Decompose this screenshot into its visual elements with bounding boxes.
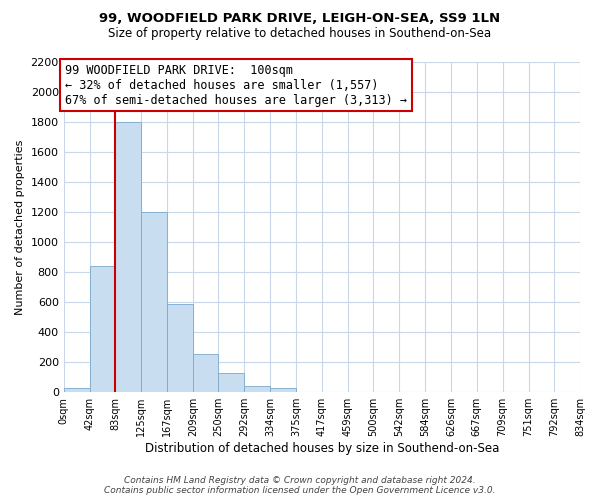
Bar — [141, 212, 167, 392]
X-axis label: Distribution of detached houses by size in Southend-on-Sea: Distribution of detached houses by size … — [145, 442, 499, 455]
Text: Contains HM Land Registry data © Crown copyright and database right 2024.
Contai: Contains HM Land Registry data © Crown c… — [104, 476, 496, 495]
Bar — [218, 374, 244, 392]
Text: Size of property relative to detached houses in Southend-on-Sea: Size of property relative to detached ho… — [109, 28, 491, 40]
Bar — [271, 388, 296, 392]
Bar — [115, 122, 141, 392]
Y-axis label: Number of detached properties: Number of detached properties — [15, 139, 25, 314]
Bar — [244, 386, 271, 392]
Text: 99, WOODFIELD PARK DRIVE, LEIGH-ON-SEA, SS9 1LN: 99, WOODFIELD PARK DRIVE, LEIGH-ON-SEA, … — [100, 12, 500, 26]
Bar — [64, 388, 89, 392]
Bar — [167, 304, 193, 392]
Text: 99 WOODFIELD PARK DRIVE:  100sqm
← 32% of detached houses are smaller (1,557)
67: 99 WOODFIELD PARK DRIVE: 100sqm ← 32% of… — [65, 64, 407, 107]
Bar — [89, 266, 115, 392]
Bar — [193, 354, 218, 392]
